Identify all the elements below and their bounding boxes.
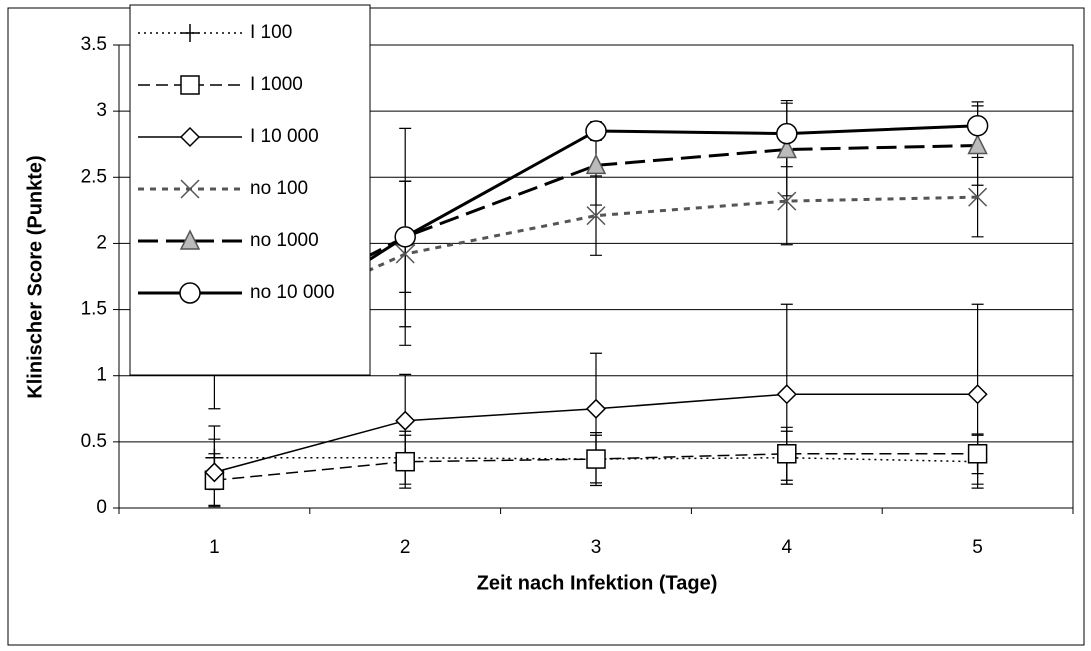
legend-label: no 1000 — [250, 230, 319, 251]
marker — [395, 410, 416, 431]
y-tick-label: 3 — [96, 100, 107, 121]
legend-label: I 10 000 — [250, 126, 319, 147]
legend-marker — [179, 229, 201, 250]
marker — [395, 451, 415, 472]
legend-label: no 10 000 — [250, 282, 335, 303]
x-tick-label: 5 — [972, 537, 983, 558]
x-tick-label: 4 — [782, 537, 793, 558]
y-tick-label: 0 — [96, 497, 107, 518]
marker — [776, 384, 797, 405]
y-tick-label: 0.5 — [81, 431, 107, 452]
legend-marker — [181, 24, 199, 42]
marker — [966, 114, 989, 137]
marker — [586, 206, 606, 226]
x-axis-title: Zeit nach Infektion (Tage) — [477, 572, 718, 594]
y-axis-title: Klinischer Score (Punkte) — [24, 155, 46, 398]
legend-label: I 100 — [250, 22, 292, 43]
legend-marker — [180, 179, 200, 199]
marker — [586, 449, 606, 469]
marker — [777, 191, 797, 211]
y-tick-label: 1 — [96, 365, 107, 386]
y-tick-label: 3.5 — [81, 34, 107, 55]
legend-marker — [179, 126, 201, 148]
legend-label: no 100 — [250, 178, 308, 199]
y-tick-label: 1.5 — [81, 299, 107, 320]
legend-marker — [179, 282, 201, 304]
marker — [967, 444, 988, 464]
marker — [777, 444, 797, 464]
legend-marker — [180, 75, 200, 95]
series-line — [214, 456, 978, 463]
y-tick-label: 2 — [96, 232, 107, 253]
marker — [204, 462, 225, 483]
marker — [968, 187, 988, 207]
marker — [776, 137, 798, 159]
marker — [585, 153, 607, 175]
marker — [967, 133, 988, 155]
marker — [585, 120, 607, 142]
marker — [395, 244, 415, 264]
legend — [129, 4, 371, 376]
x-tick-label: 3 — [591, 537, 602, 558]
marker — [585, 398, 607, 419]
marker — [394, 226, 416, 248]
x-tick-label: 2 — [400, 537, 411, 558]
y-tick-label: 2.5 — [81, 166, 107, 187]
x-tick-label: 1 — [209, 537, 220, 558]
marker — [967, 384, 988, 405]
legend-label: I 1000 — [250, 74, 303, 95]
marker — [776, 122, 798, 145]
